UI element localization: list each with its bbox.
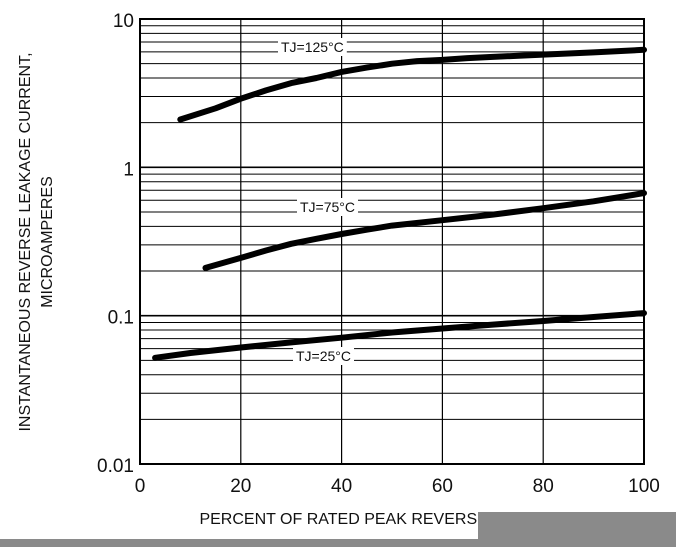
grid-lines bbox=[139, 19, 645, 465]
series-line-2 bbox=[152, 310, 647, 361]
y-axis-title-line-1: INSTANTANEOUS REVERSE LEAKAGE CURRENT, bbox=[17, 52, 34, 431]
x-tick-label: 40 bbox=[331, 476, 352, 497]
curve-label-background bbox=[297, 198, 359, 216]
x-tick-label: 20 bbox=[230, 476, 251, 497]
scan-artifact-bar bbox=[0, 539, 676, 547]
x-tick-label: 80 bbox=[533, 476, 554, 497]
y-axis-ticks: 0.01 0.1 1 10 bbox=[97, 11, 134, 477]
y-tick-label: 1 bbox=[123, 159, 134, 180]
curve-label-0: TJ=125°C bbox=[281, 39, 344, 55]
y-tick-label: 10 bbox=[113, 11, 134, 32]
x-axis-ticks: 0 20 40 60 80 100 bbox=[135, 476, 660, 497]
x-tick-label: 0 bbox=[135, 476, 146, 497]
series-line-0 bbox=[177, 46, 647, 123]
scan-artifact-block bbox=[478, 512, 676, 547]
y-tick-label: 0.1 bbox=[108, 308, 134, 329]
x-tick-label: 60 bbox=[432, 476, 453, 497]
plot-frame bbox=[139, 18, 645, 465]
y-axis-title-line-2: MICROAMPERES bbox=[39, 176, 56, 308]
curve-label-background bbox=[278, 38, 347, 56]
curve-label-2: TJ=25°C bbox=[296, 348, 351, 364]
y-tick-label: 0.01 bbox=[97, 456, 134, 477]
curve-labels: TJ=125°C TJ=75°C TJ=25°C bbox=[278, 38, 359, 365]
series-lines bbox=[152, 46, 647, 361]
series-line-1 bbox=[202, 190, 647, 271]
curve-label-background bbox=[293, 347, 355, 365]
curve-label-1: TJ=75°C bbox=[300, 199, 355, 215]
x-tick-label: 100 bbox=[628, 476, 660, 497]
